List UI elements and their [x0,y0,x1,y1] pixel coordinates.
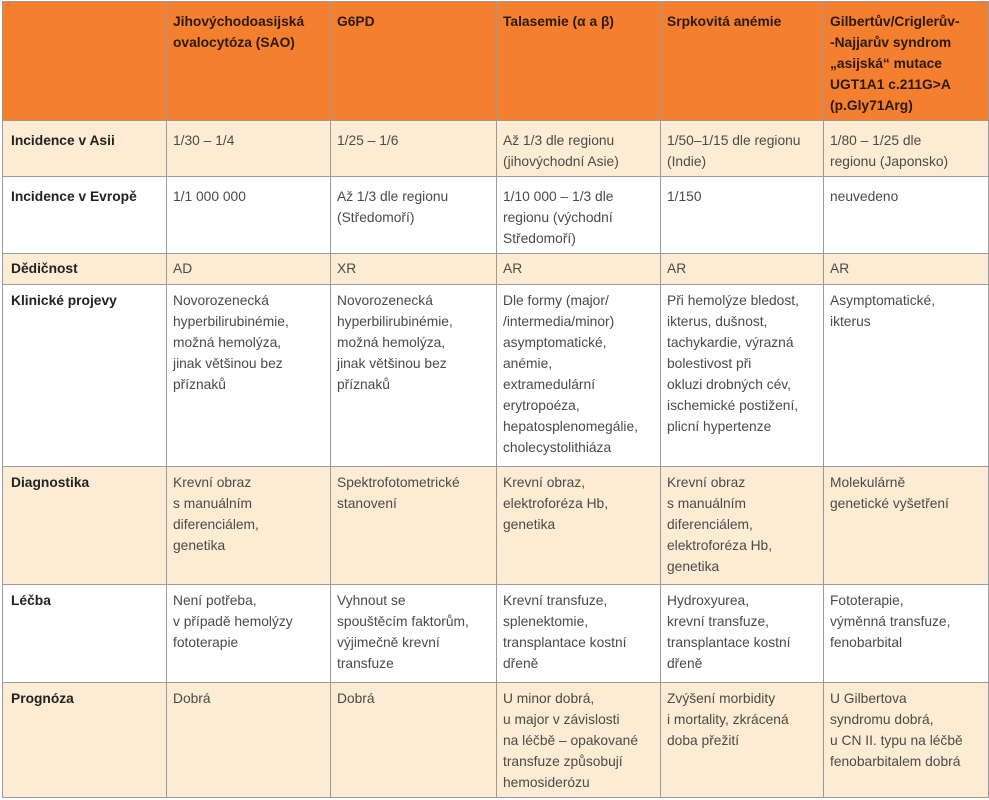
table-cell: 1/80 – 1/25 dle regionu (Japonsko) [823,120,989,177]
table-cell: 1/1 000 000 [166,176,331,254]
table-cell: Vyhnout se spouštěcím faktorům, výjimečn… [330,584,497,683]
header-sao: Jihovýchodoasijská ovalocytóza (SAO) [166,1,331,121]
table-cell: AD [166,253,331,285]
header-talasemie: Talasemie (α a β) [496,1,661,121]
row-label: Klinické projevy [2,284,167,467]
table-row: Incidence v Evropě 1/1 000 000 Až 1/3 dl… [2,176,989,254]
table-cell: Zvýšení morbidity i mortality, zkrácená … [660,682,824,798]
table-cell: Dobrá [166,682,331,798]
table-cell: AR [823,253,989,285]
table-row: Prognóza Dobrá Dobrá U minor dobrá, u ma… [2,682,989,798]
table-cell: Krevní transfuze, splenektomie, transpla… [496,584,661,683]
table-cell: Krevní obraz, elektroforéza Hb, genetika [496,466,661,585]
table-cell: Krevní obraz s manuálním diferenciálem, … [166,466,331,585]
table-row: Diagnostika Krevní obraz s manuálním dif… [2,466,989,585]
table-cell: Spektrofotometrické stanovení [330,466,497,585]
table-cell: Až 1/3 dle regionu (jihovýchodní Asie) [496,120,661,177]
table-row: Klinické projevy Novorozenecká hyperbili… [2,284,989,467]
table-cell: AR [660,253,824,285]
table-cell: Dle formy (major/ /intermedia/minor) asy… [496,284,661,467]
table-cell: Není potřeba, v případě hemolýzy fototer… [166,584,331,683]
table-cell: AR [496,253,661,285]
header-row: Jihovýchodoasijská ovalocytóza (SAO) G6P… [2,1,989,121]
row-label: Prognóza [2,682,167,798]
header-gilbert: Gilbertův/Criglerův- -Najjarův syndrom „… [823,1,989,121]
table-cell: Krevní obraz s manuálním diferenciálem, … [660,466,824,585]
table-cell: U minor dobrá, u major v závislosti na l… [496,682,661,798]
table-cell: 1/150 [660,176,824,254]
row-label: Léčba [2,584,167,683]
table-cell: XR [330,253,497,285]
table-cell: U Gilbertova syndromu dobrá, u CN II. ty… [823,682,989,798]
row-label: Incidence v Evropě [2,176,167,254]
table-cell: neuvedeno [823,176,989,254]
row-label: Incidence v Asii [2,120,167,177]
header-srpkovita-anemie: Srpkovitá anémie [660,1,824,121]
header-g6pd: G6PD [330,1,497,121]
table-row: Dědičnost AD XR AR AR AR [2,253,989,285]
table-cell: Až 1/3 dle regionu (Středomoří) [330,176,497,254]
row-label: Diagnostika [2,466,167,585]
table-cell: Hydroxyurea, krevní transfuze, transplan… [660,584,824,683]
table-cell: 1/10 000 – 1/3 dle regionu (východní Stř… [496,176,661,254]
table-cell: Při hemolýze bledost, ikterus, dušnost, … [660,284,824,467]
table-cell: Molekulárně genetické vyšetření [823,466,989,585]
table-cell: Dobrá [330,682,497,798]
table-cell: 1/50–1/15 dle regionu (Indie) [660,120,824,177]
table-cell: Novorozenecká hyperbilirubinémie, možná … [166,284,331,467]
table-cell: Novorozenecká hyperbilirubinémie, možná … [330,284,497,467]
header-corner [2,1,167,121]
table-row: Léčba Není potřeba, v případě hemolýzy f… [2,584,989,683]
table-row: Incidence v Asii 1/30 – 1/4 1/25 – 1/6 A… [2,120,989,177]
table-cell: 1/30 – 1/4 [166,120,331,177]
table-cell: Fototerapie, výměnná transfuze, fenobarb… [823,584,989,683]
table-cell: Asymptomatické, ikterus [823,284,989,467]
table-cell: 1/25 – 1/6 [330,120,497,177]
row-label: Dědičnost [2,253,167,285]
